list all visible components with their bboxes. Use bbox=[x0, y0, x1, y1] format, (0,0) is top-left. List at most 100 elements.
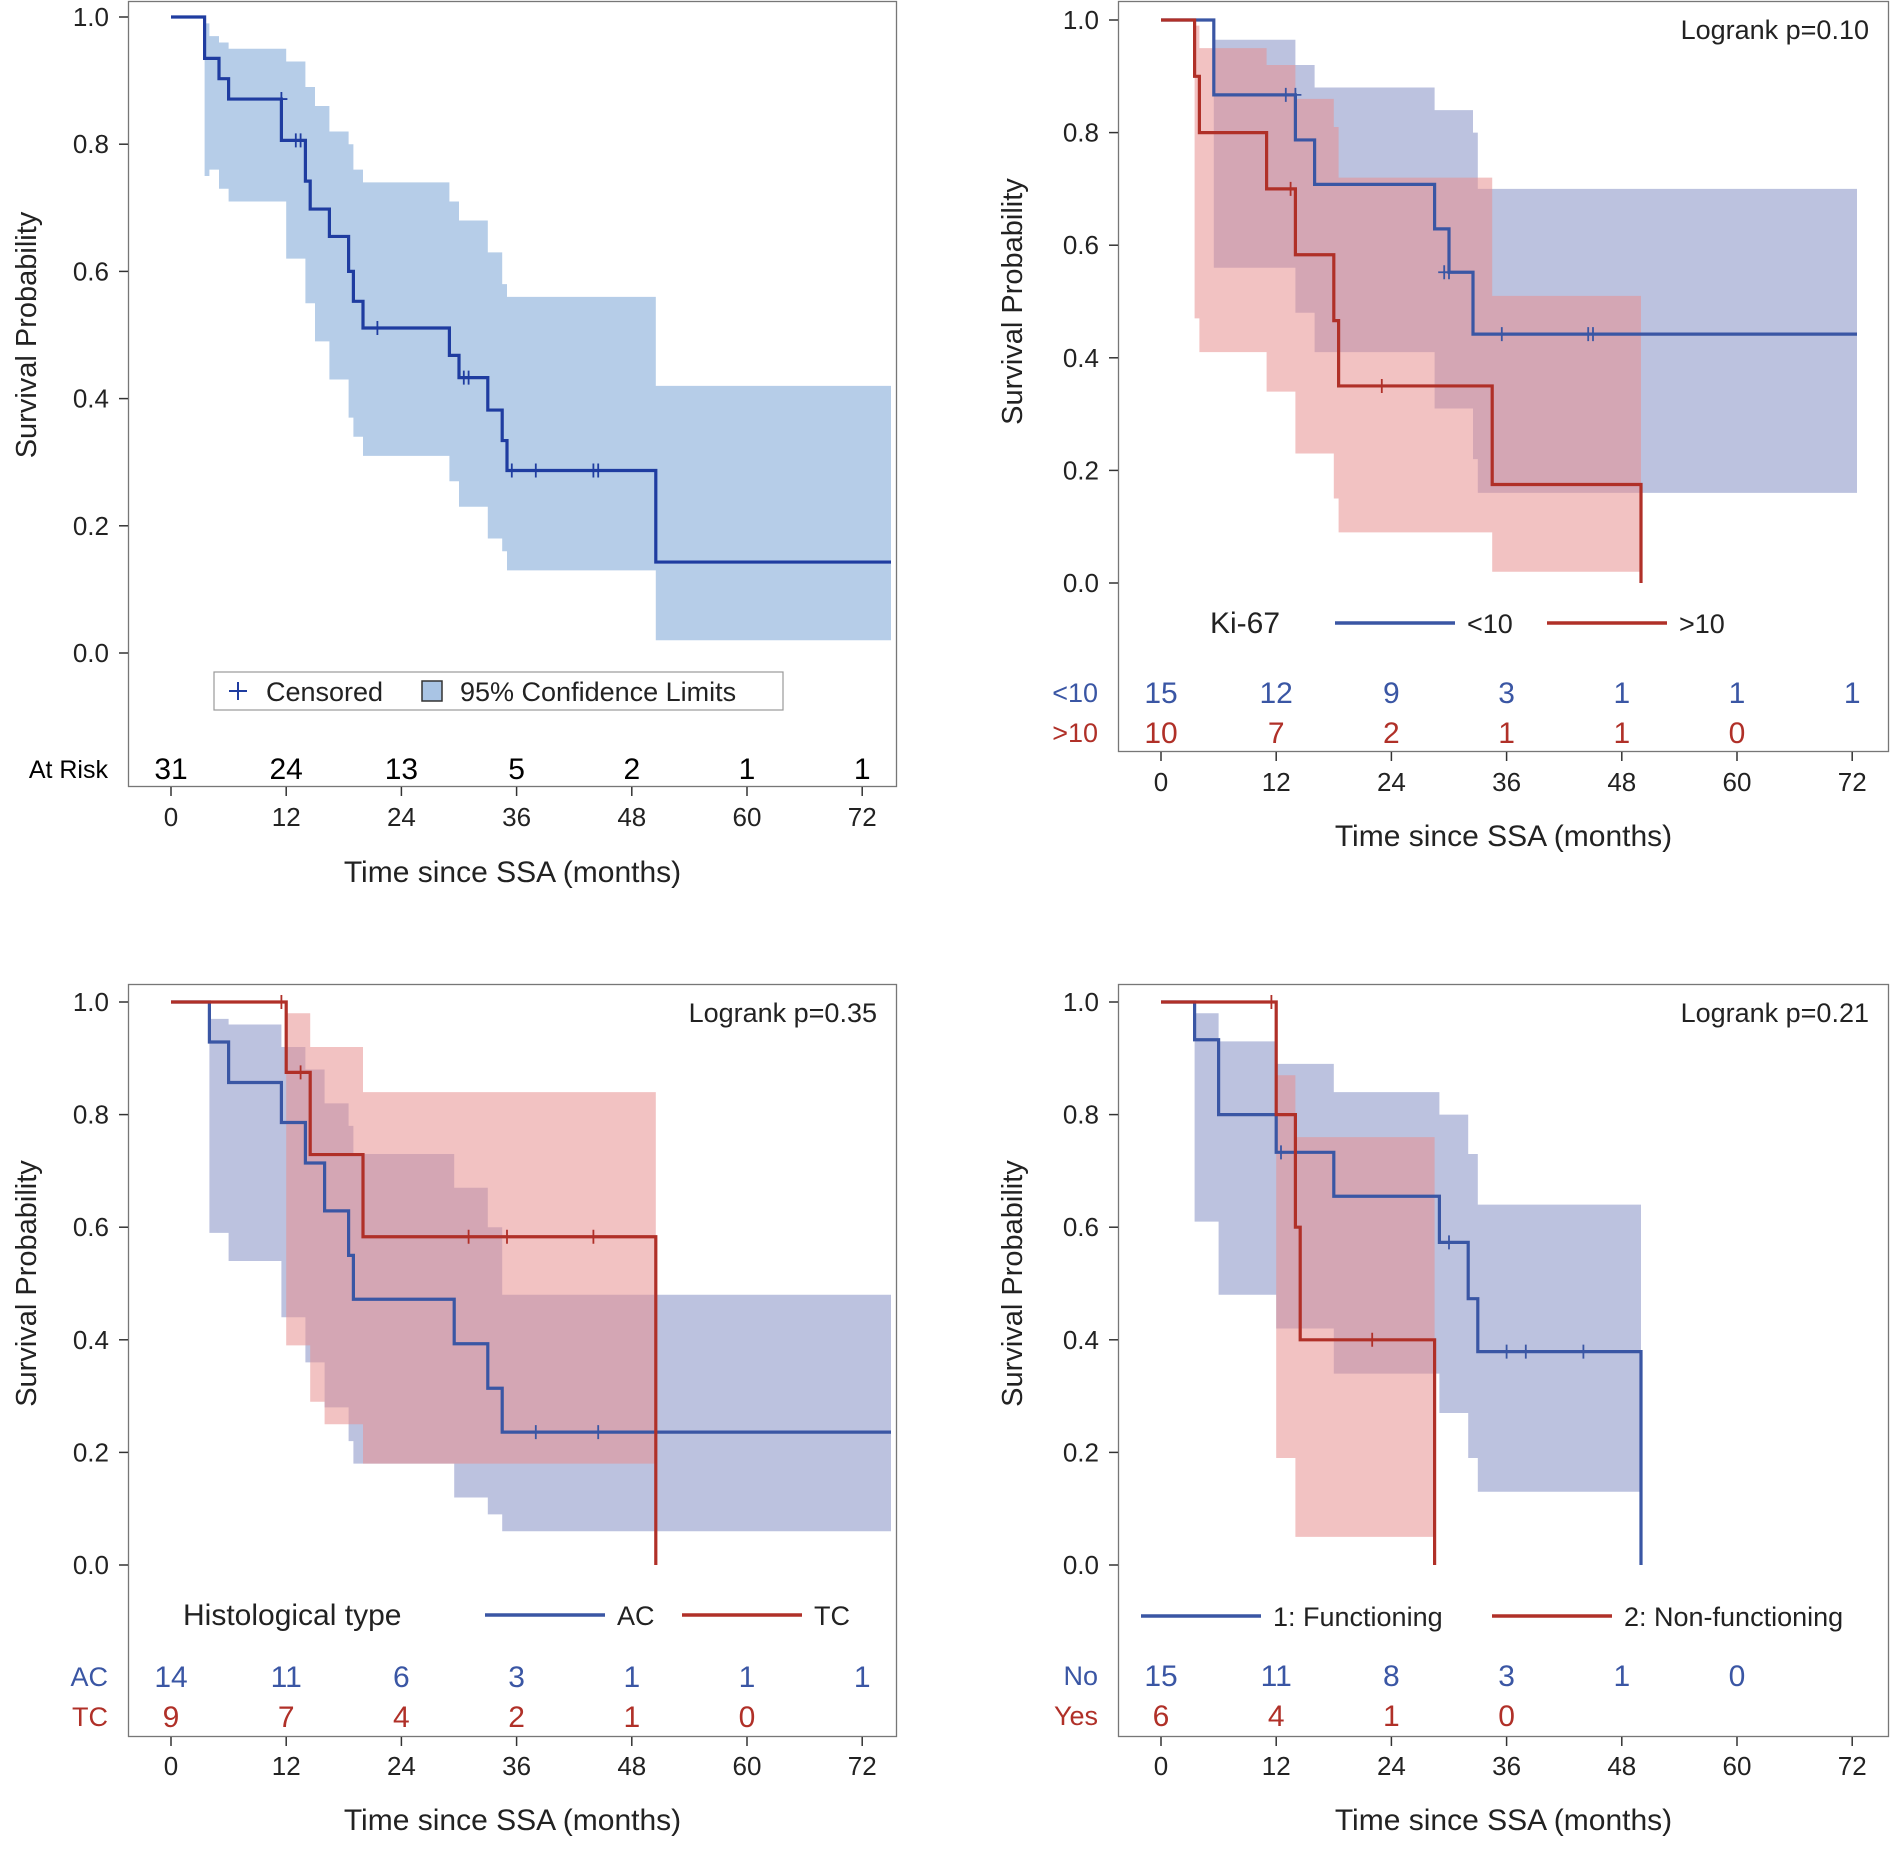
y-tick-label: 0.0 bbox=[73, 638, 109, 668]
km-curve-2 bbox=[171, 1000, 658, 1565]
km-panel-bottom-left: 0.0 0.2 0.4 0.6 0.8 1.0 Survival Probability 0 1… bbox=[11, 983, 898, 1837]
y-tick-label: 0.4 bbox=[73, 384, 109, 414]
y-axis-label: Survival Probability bbox=[997, 1160, 1029, 1407]
x-axis-label: Time since SSA (months) bbox=[1335, 820, 1672, 853]
risk-count: 0 bbox=[739, 1701, 756, 1734]
risk-count: 1 bbox=[1383, 1700, 1400, 1733]
y-tick-label: 0.4 bbox=[1063, 1325, 1099, 1355]
x-tick-label: 0 bbox=[164, 1751, 178, 1781]
legend-ci-symbol bbox=[421, 680, 443, 702]
y-tick-label: 0.6 bbox=[1063, 1212, 1099, 1242]
risk-count: 1 bbox=[623, 1661, 640, 1694]
censor-mark bbox=[501, 1229, 513, 1244]
x-tick-label: 0 bbox=[1154, 1751, 1168, 1781]
ci-band-2 bbox=[171, 1002, 656, 1565]
censor-mark bbox=[587, 1229, 600, 1244]
legend-label: 1: Functioning bbox=[1273, 1602, 1443, 1632]
km-panel-bottom-right: 0.0 0.2 0.4 0.6 0.8 1.0 Survival Probability 0 1… bbox=[997, 983, 1890, 1837]
logrank-annotation: Logrank p=0.21 bbox=[1681, 998, 1869, 1028]
risk-count: 14 bbox=[154, 1661, 187, 1694]
legend-censored-symbol bbox=[229, 682, 247, 700]
y-tick-label: 0.2 bbox=[73, 1437, 109, 1467]
risk-count: 2 bbox=[508, 1701, 525, 1734]
risk-count: 0 bbox=[1729, 1660, 1746, 1693]
y-tick-label: 0.2 bbox=[1063, 455, 1099, 485]
risk-count: 1 bbox=[1729, 677, 1746, 710]
km-panel-top-right: 0.0 0.2 0.4 0.6 0.8 1.0 Survival Probability 0 1… bbox=[997, 0, 1890, 853]
y-tick-label: 0.6 bbox=[73, 1212, 109, 1242]
y-tick-label: 0.8 bbox=[1063, 1100, 1099, 1130]
y-tick-label: 0.8 bbox=[73, 1100, 109, 1130]
censor-mark bbox=[1284, 181, 1297, 196]
y-tick-label: 0.8 bbox=[1063, 118, 1099, 148]
y-tick-label: 1.0 bbox=[1063, 987, 1099, 1017]
km-curve-1 bbox=[171, 1000, 891, 1434]
risk-count: 11 bbox=[271, 1661, 302, 1694]
x-tick-label: 12 bbox=[1262, 1751, 1291, 1781]
legend-label: <10 bbox=[1467, 609, 1513, 639]
x-tick-label: 24 bbox=[387, 1751, 416, 1781]
x-tick-label: 72 bbox=[848, 1751, 877, 1781]
x-tick-label: 60 bbox=[1723, 767, 1752, 797]
risk-count: 10 bbox=[1144, 717, 1177, 750]
plot-frame bbox=[1117, 983, 1890, 1738]
km-curve-1 bbox=[1161, 1000, 1643, 1565]
legend-label: TC bbox=[814, 1601, 850, 1631]
x-tick-label: 48 bbox=[617, 802, 646, 832]
risk-count: 1 bbox=[1498, 717, 1515, 750]
x-tick-label: 0 bbox=[1154, 767, 1168, 797]
risk-count: 1 bbox=[1613, 717, 1630, 750]
y-tick-label: 0.0 bbox=[1063, 1550, 1099, 1580]
censor-mark bbox=[1443, 265, 1455, 280]
risk-count: 1 bbox=[1613, 1660, 1630, 1693]
censor-mark bbox=[1587, 327, 1599, 342]
x-tick-label: 24 bbox=[387, 802, 416, 832]
y-tick-label: 0.2 bbox=[73, 511, 109, 541]
risk-row-label: AC bbox=[70, 1662, 108, 1692]
risk-count: 31 bbox=[154, 753, 187, 786]
censor-mark bbox=[1289, 87, 1302, 102]
risk-count: 2 bbox=[623, 753, 640, 786]
plot-frame bbox=[127, 983, 898, 1738]
censor-mark bbox=[275, 995, 288, 1009]
risk-count: 4 bbox=[1268, 1700, 1285, 1733]
logrank-annotation: Logrank p=0.35 bbox=[689, 998, 877, 1028]
risk-row-label: TC bbox=[72, 1702, 108, 1732]
censor-mark bbox=[462, 370, 475, 385]
km-curve-1 bbox=[1161, 18, 1857, 336]
ci-bands bbox=[171, 1002, 891, 1565]
y-axis-label: Survival Probability bbox=[11, 211, 43, 458]
risk-count: 3 bbox=[508, 1661, 525, 1694]
risk-count: 12 bbox=[1260, 677, 1293, 710]
risk-row-label: Yes bbox=[1054, 1701, 1098, 1731]
risk-count: 1 bbox=[1613, 677, 1630, 710]
risk-count: 1 bbox=[854, 1661, 871, 1694]
y-tick-label: 0.0 bbox=[1063, 568, 1099, 598]
x-tick-label: 48 bbox=[1607, 767, 1636, 797]
x-tick-label: 24 bbox=[1377, 1751, 1406, 1781]
plot-frame bbox=[1117, 0, 1890, 753]
y-tick-label: 0.0 bbox=[73, 1550, 109, 1580]
plot-frame bbox=[127, 0, 898, 788]
y-axis-label: Survival Probability bbox=[11, 1160, 43, 1407]
y-tick-label: 0.8 bbox=[73, 129, 109, 159]
ci-bands bbox=[171, 17, 891, 641]
risk-count: 6 bbox=[1153, 1700, 1170, 1733]
legend-title: Histological type bbox=[183, 1599, 401, 1632]
censor-mark bbox=[1443, 1235, 1455, 1250]
censor-mark bbox=[1577, 1344, 1590, 1359]
censor-mark bbox=[1495, 327, 1508, 342]
censor-mark bbox=[1519, 1344, 1532, 1359]
risk-count: 11 bbox=[1261, 1660, 1292, 1693]
km-curve-2 bbox=[1161, 18, 1643, 583]
ci-band-2 bbox=[1161, 1002, 1435, 1565]
x-tick-label: 72 bbox=[1838, 1751, 1867, 1781]
censor-mark bbox=[1275, 1145, 1287, 1160]
risk-count: 24 bbox=[270, 753, 303, 786]
x-tick-label: 24 bbox=[1377, 767, 1406, 797]
censor-mark bbox=[529, 1425, 542, 1440]
risk-count: 1 bbox=[739, 1661, 756, 1694]
risk-count: 8 bbox=[1383, 1660, 1400, 1693]
y-tick-label: 0.2 bbox=[1063, 1437, 1099, 1467]
